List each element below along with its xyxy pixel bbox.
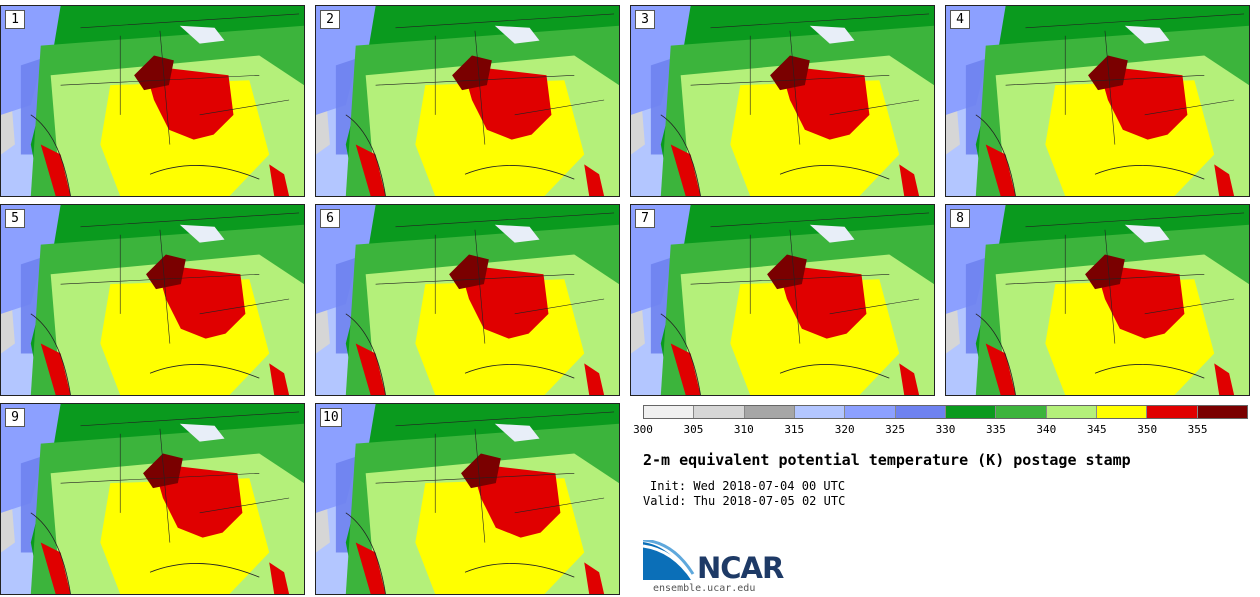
colorbar-swatch: [895, 406, 946, 418]
colorbar-swatch: [744, 406, 795, 418]
panel-number: 4: [950, 10, 970, 29]
colorbar-tick-label: 320: [834, 423, 855, 436]
colorbar-tick-label: 300: [633, 423, 653, 436]
colorbar-ticks: 300 305 310 315 320 325 330 335 340 345 350 355: [633, 423, 1248, 439]
init-time: Init: Wed 2018-07-04 00 UTC: [650, 479, 846, 493]
colorbar-swatch: [1046, 406, 1097, 418]
map-panel-7: 7: [630, 204, 935, 396]
colorbar-tick-label: 305: [683, 423, 704, 436]
valid-time: Valid: Thu 2018-07-05 02 UTC: [643, 494, 846, 508]
panel-number: 3: [635, 10, 655, 29]
panel-number: 9: [5, 408, 25, 427]
panel-number: 8: [950, 209, 970, 228]
colorbar-tick-label: 350: [1137, 423, 1158, 436]
colorbar-tick-label: 330: [935, 423, 956, 436]
map-panel-5: 5: [0, 204, 305, 396]
panel-number: 5: [5, 209, 25, 228]
map-panel-10: 10: [315, 403, 620, 595]
map-panel-3: 3: [630, 5, 935, 197]
colorbar-swatch: [1096, 406, 1148, 418]
figure-title: 2-m equivalent potential temperature (K)…: [643, 451, 1131, 469]
map-panel-2: 2: [315, 5, 620, 197]
colorbar-swatch: [945, 406, 997, 418]
map-panel-4: 4: [945, 5, 1250, 197]
colorbar-swatch: [644, 406, 695, 418]
colorbar-swatch: [845, 406, 896, 418]
ncar-logo-text: NCAR: [697, 551, 784, 585]
colorbar-swatch: [1147, 406, 1198, 418]
panel-number: 10: [320, 408, 342, 427]
panel-number: 6: [320, 209, 340, 228]
colorbar-tick-label: 310: [733, 423, 754, 436]
ncar-logo-icon: [643, 540, 695, 581]
colorbar-swatch: [996, 406, 1047, 418]
colorbar-swatch: [1197, 406, 1247, 418]
colorbar-tick-label: 345: [1086, 423, 1107, 436]
colorbar: [643, 405, 1248, 419]
colorbar-tick-label: 315: [784, 423, 805, 436]
colorbar-tick-label: 340: [1036, 423, 1057, 436]
panel-number: 1: [5, 10, 25, 29]
colorbar-tick-label: 325: [885, 423, 906, 436]
map-panel-9: 9: [0, 403, 305, 595]
site-url: ensemble.ucar.edu: [653, 583, 756, 594]
map-panel-8: 8: [945, 204, 1250, 396]
map-panel-6: 6: [315, 204, 620, 396]
colorbar-tick-label: 335: [985, 423, 1006, 436]
panel-number: 2: [320, 10, 340, 29]
panel-number: 7: [635, 209, 655, 228]
map-panel-1: 1: [0, 5, 305, 197]
colorbar-tick-label: 355: [1187, 423, 1208, 436]
colorbar-swatch: [694, 406, 745, 418]
colorbar-swatch: [794, 406, 846, 418]
